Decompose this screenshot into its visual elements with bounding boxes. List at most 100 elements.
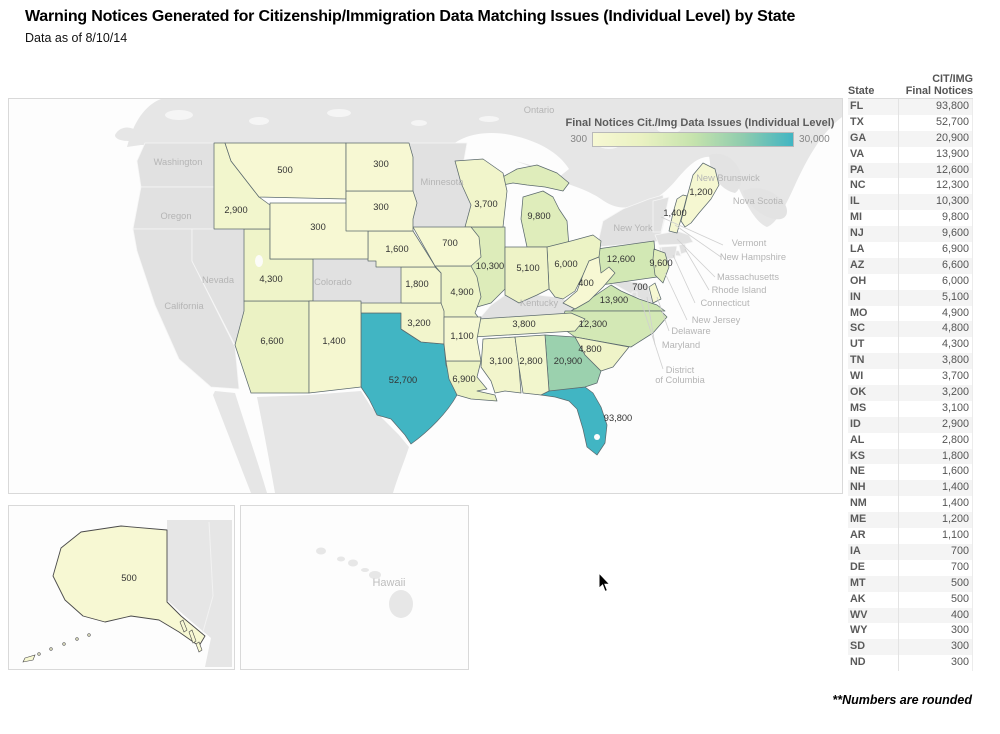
table-row[interactable]: MS 3,100 [848, 401, 972, 417]
table-row[interactable]: NE 1,600 [848, 464, 972, 480]
table-row[interactable]: NC 12,300 [848, 178, 972, 194]
table-row[interactable]: AR 1,100 [848, 528, 972, 544]
table-row[interactable]: ME 1,200 [848, 512, 972, 529]
table-row[interactable]: AL 2,800 [848, 433, 972, 449]
value-cell: 6,000 [941, 274, 969, 287]
state-IN[interactable] [504, 246, 550, 304]
state-LA[interactable] [445, 360, 498, 402]
state-ND[interactable] [345, 142, 414, 192]
table-row[interactable]: TN 3,800 [848, 353, 972, 370]
table-row[interactable]: GA 20,900 [848, 130, 972, 147]
state-VT[interactable] [652, 196, 670, 233]
state-value-label-NJ: 9,600 [649, 258, 672, 268]
state-SC[interactable] [574, 336, 630, 372]
basemap-label-minnesota: Minnesota [421, 177, 465, 187]
value-cell: 9,800 [941, 211, 969, 224]
state-value-label-SC: 4,800 [578, 344, 601, 354]
table-row[interactable]: NJ 9,600 [848, 226, 972, 243]
state-IA[interactable] [412, 226, 482, 267]
state-ME[interactable] [680, 162, 720, 228]
table-row[interactable]: MI 9,800 [848, 210, 972, 226]
table-row[interactable]: VA 13,900 [848, 147, 972, 163]
table-row[interactable]: OK 3,200 [848, 385, 972, 401]
table-row[interactable]: TX 52,700 [848, 115, 972, 131]
state-AZ[interactable] [234, 300, 310, 394]
table-row[interactable]: LA 6,900 [848, 242, 972, 258]
basemap-label-california: California [164, 301, 204, 311]
table-row[interactable]: AK 500 [848, 592, 972, 608]
table-row[interactable]: WI 3,700 [848, 369, 972, 385]
state-NE[interactable] [367, 230, 436, 268]
footnote: **Numbers are rounded [832, 693, 972, 707]
value-cell: 3,800 [941, 354, 969, 367]
value-cell: 3,700 [941, 370, 969, 383]
value-cell: 700 [950, 560, 969, 573]
state-OR[interactable] [132, 186, 215, 230]
table-row[interactable]: WY 300 [848, 623, 972, 639]
state-value-label-AL: 2,800 [519, 356, 542, 366]
value-cell: 1,600 [941, 465, 969, 478]
state-NJ[interactable] [652, 248, 670, 284]
state-value-label-WI: 3,700 [474, 199, 497, 209]
state-value-label-WY: 300 [310, 222, 326, 232]
table-row[interactable]: NM 1,400 [848, 496, 972, 512]
table-row[interactable]: OH 6,000 [848, 274, 972, 290]
nova-scotia-landmass [743, 188, 787, 220]
state-value-label-MS: 3,100 [489, 356, 512, 366]
value-cell: 2,900 [941, 417, 969, 430]
state-OK[interactable] [360, 302, 445, 345]
table-row[interactable]: MO 4,900 [848, 306, 972, 322]
table-row[interactable]: DE 700 [848, 560, 972, 576]
hawaii-island [361, 568, 369, 572]
table-row[interactable]: SD 300 [848, 639, 972, 656]
state-NM[interactable] [308, 300, 362, 394]
table-row[interactable]: MT 500 [848, 575, 972, 592]
state-value-label-PA: 12,600 [607, 254, 635, 264]
table-row[interactable]: PA 12,600 [848, 162, 972, 179]
table-row[interactable]: SC 4,800 [848, 321, 972, 338]
state-WI[interactable] [454, 158, 508, 228]
state-WV[interactable] [562, 256, 616, 310]
state-value-label-DE: 700 [632, 282, 648, 292]
state-WY[interactable] [269, 202, 369, 260]
canada-province-border [198, 521, 214, 647]
table-row[interactable]: WV 400 [848, 607, 972, 624]
basemap-label-rhode_island: Rhode Island [712, 285, 767, 295]
state-AR[interactable] [443, 316, 482, 362]
state-cell: AR [850, 529, 866, 542]
state-AK[interactable] [52, 525, 206, 647]
aleutian-island [87, 633, 91, 637]
state-cell: ME [850, 513, 867, 526]
state-DC[interactable] [631, 291, 638, 298]
table-row[interactable]: NH 1,400 [848, 480, 972, 497]
us-map-panel: Ontario Washington Oregon California Nevada C… [8, 98, 843, 494]
hawaii-map[interactable]: Hawaii [241, 506, 466, 667]
table-row[interactable]: AZ 6,600 [848, 257, 972, 274]
state-cell: NC [850, 179, 866, 192]
state-cell: ID [850, 417, 861, 430]
state-cell: AZ [850, 258, 865, 271]
state-FL[interactable] [540, 386, 608, 456]
state-MT[interactable] [224, 142, 347, 200]
state-MI[interactable] [498, 164, 570, 248]
table-row[interactable]: ID 2,900 [848, 416, 972, 433]
alaska-map[interactable]: 500 [9, 506, 232, 667]
table-row[interactable]: ND 300 [848, 655, 972, 671]
basemap-label-hawaii: Hawaii [372, 577, 405, 589]
table-row[interactable]: IA 700 [848, 543, 972, 560]
basemap-label-district_line1: District [666, 365, 695, 375]
basemap-label-new_hampshire: New Hampshire [720, 252, 786, 262]
table-row[interactable]: IL 10,300 [848, 194, 972, 211]
state-AL[interactable] [514, 334, 550, 396]
table-row[interactable]: FL 93,800 [848, 99, 972, 115]
state-cell: WV [850, 608, 868, 621]
state-DE[interactable] [648, 282, 662, 304]
state-cell: DE [850, 560, 865, 573]
lake-okeechobee [594, 434, 600, 440]
us-choropleth-map[interactable]: Ontario Washington Oregon California Nevada C… [9, 99, 842, 493]
state-NH[interactable] [668, 194, 688, 234]
table-row[interactable]: KS 1,800 [848, 448, 972, 465]
table-row[interactable]: IN 5,100 [848, 289, 972, 306]
table-row[interactable]: UT 4,300 [848, 337, 972, 353]
value-cell: 9,600 [941, 227, 969, 240]
